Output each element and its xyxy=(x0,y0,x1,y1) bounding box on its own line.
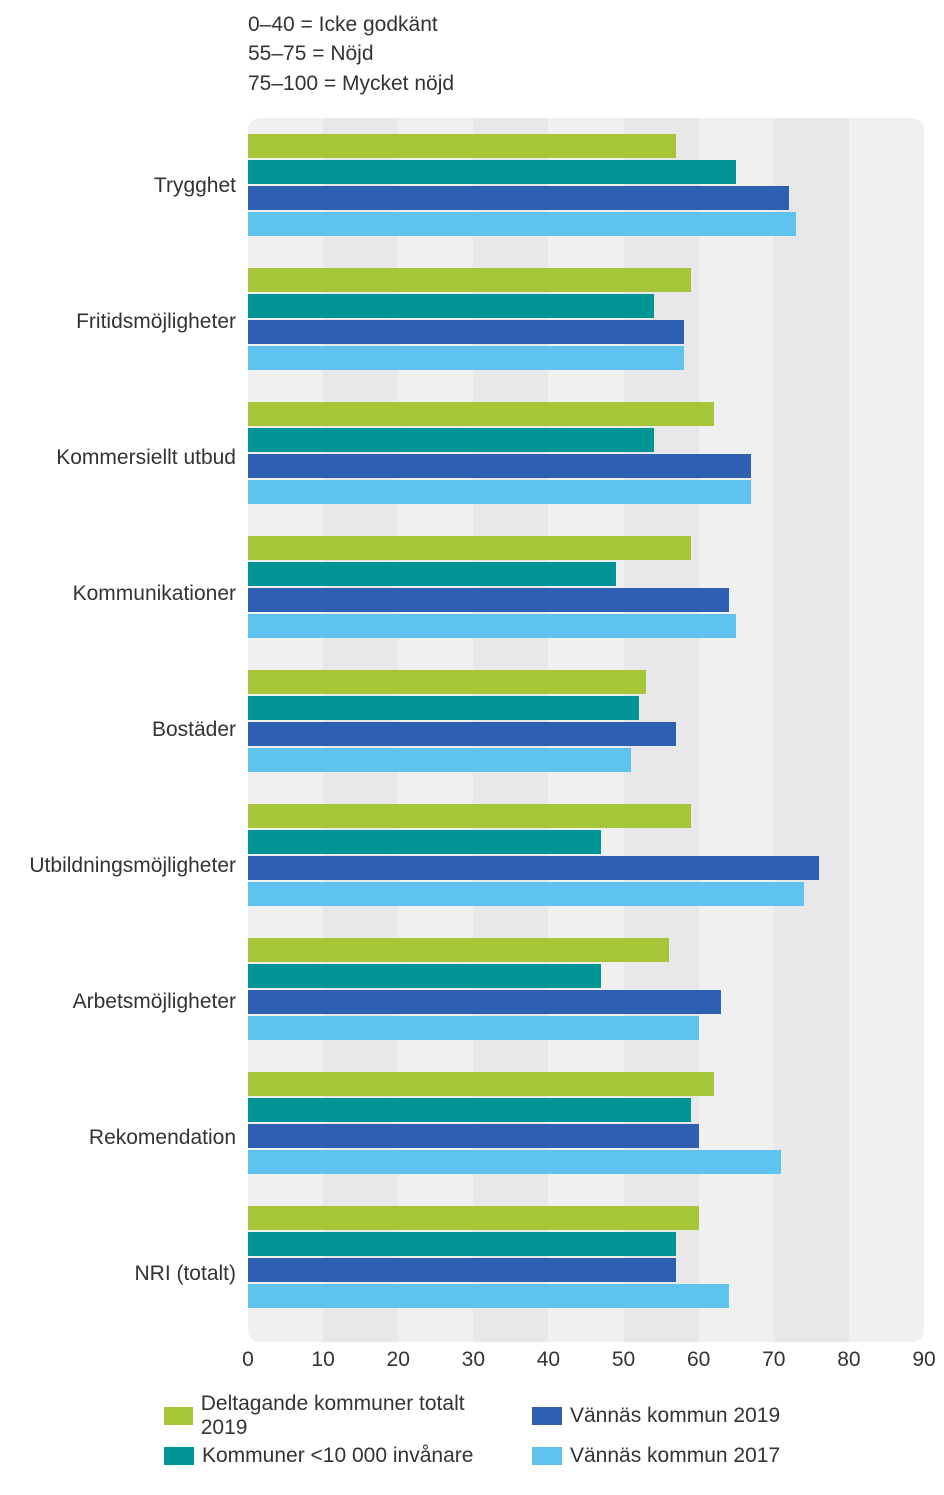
category-label: Fritidsmöjligheter xyxy=(20,254,248,390)
bar xyxy=(248,1258,676,1282)
bar xyxy=(248,346,684,370)
bar xyxy=(248,804,691,828)
bar xyxy=(248,588,729,612)
legend-label: Vännäs kommun 2017 xyxy=(570,1444,780,1468)
x-tick-label: 10 xyxy=(311,1348,334,1372)
bar xyxy=(248,212,796,236)
x-tick-label: 70 xyxy=(762,1348,785,1372)
bar xyxy=(248,990,721,1014)
bar xyxy=(248,830,601,854)
bar-group xyxy=(248,1056,924,1190)
bar xyxy=(248,1284,729,1308)
bar xyxy=(248,964,601,988)
category-label: Rekomendation xyxy=(20,1070,248,1206)
bar xyxy=(248,1150,781,1174)
bar xyxy=(248,1072,714,1096)
bar xyxy=(248,134,676,158)
legend-swatch xyxy=(164,1407,193,1425)
bar xyxy=(248,722,676,746)
x-tick-label: 50 xyxy=(612,1348,635,1372)
legend-label: Vännäs kommun 2019 xyxy=(570,1404,780,1428)
bar xyxy=(248,480,751,504)
bar xyxy=(248,320,684,344)
bar xyxy=(248,1098,691,1122)
legend-label: Kommuner <10 000 invånare xyxy=(202,1444,473,1468)
legend-item: Kommuner <10 000 invånare xyxy=(164,1444,504,1468)
category-label: Kommersiellt utbud xyxy=(20,390,248,526)
plot-area xyxy=(248,118,924,1342)
bar xyxy=(248,1206,699,1230)
x-tick-label: 40 xyxy=(537,1348,560,1372)
x-tick-label: 90 xyxy=(912,1348,935,1372)
category-label: Kommunikationer xyxy=(20,526,248,662)
legend-item: Deltagande kommuner totalt 2019 xyxy=(164,1392,504,1440)
chart-area: TrygghetFritidsmöjligheterKommersiellt u… xyxy=(20,118,924,1342)
bar-group xyxy=(248,1190,924,1324)
bar xyxy=(248,562,616,586)
category-label: Trygghet xyxy=(20,118,248,254)
bar xyxy=(248,402,714,426)
bar xyxy=(248,294,654,318)
bar xyxy=(248,454,751,478)
category-label: Arbetsmöjligheter xyxy=(20,934,248,1070)
series-legend: Deltagande kommuner totalt 2019 Vännäs ko… xyxy=(164,1392,914,1468)
bar-groups xyxy=(248,118,924,1324)
category-label: NRI (totalt) xyxy=(20,1206,248,1342)
legend-swatch xyxy=(164,1447,194,1465)
note-line: 75–100 = Mycket nöjd xyxy=(248,69,924,98)
x-axis: 0102030405060708090 xyxy=(20,1342,924,1376)
bar xyxy=(248,696,639,720)
bar xyxy=(248,536,691,560)
bar xyxy=(248,160,736,184)
bar xyxy=(248,882,804,906)
x-tick-label: 20 xyxy=(387,1348,410,1372)
note-line: 55–75 = Nöjd xyxy=(248,39,924,68)
legend-item: Vännäs kommun 2017 xyxy=(532,1444,872,1468)
scale-legend-notes: 0–40 = Icke godkänt 55–75 = Nöjd 75–100 … xyxy=(248,10,924,98)
x-tick-label: 60 xyxy=(687,1348,710,1372)
bar xyxy=(248,1016,699,1040)
legend-swatch xyxy=(532,1407,562,1425)
note-line: 0–40 = Icke godkänt xyxy=(248,10,924,39)
bar xyxy=(248,614,736,638)
bar xyxy=(248,1232,676,1256)
bar xyxy=(248,748,631,772)
category-labels-column: TrygghetFritidsmöjligheterKommersiellt u… xyxy=(20,118,248,1342)
legend-item: Vännäs kommun 2019 xyxy=(532,1392,872,1440)
category-label: Utbildningsmöjligheter xyxy=(20,798,248,934)
bar xyxy=(248,428,654,452)
bar-group xyxy=(248,252,924,386)
legend-swatch xyxy=(532,1447,562,1465)
bar xyxy=(248,670,646,694)
bar-group xyxy=(248,386,924,520)
legend-label: Deltagande kommuner totalt 2019 xyxy=(201,1392,504,1440)
bar xyxy=(248,938,669,962)
bar-group xyxy=(248,118,924,252)
bar-group xyxy=(248,788,924,922)
x-tick-label: 0 xyxy=(242,1348,254,1372)
bar-group xyxy=(248,520,924,654)
x-tick-label: 30 xyxy=(462,1348,485,1372)
category-label: Bostäder xyxy=(20,662,248,798)
bar xyxy=(248,856,819,880)
bar xyxy=(248,268,691,292)
bar xyxy=(248,186,789,210)
x-axis-ticks: 0102030405060708090 xyxy=(248,1342,924,1376)
bar-group xyxy=(248,654,924,788)
bar xyxy=(248,1124,699,1148)
bar-group xyxy=(248,922,924,1056)
x-tick-label: 80 xyxy=(837,1348,860,1372)
